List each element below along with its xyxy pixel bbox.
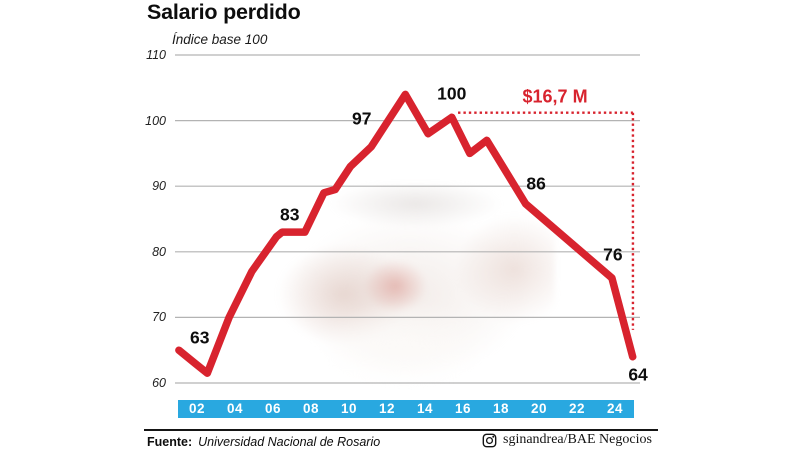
y-tick-label-90: 90 [152,179,166,194]
x-axis-band: 02 04 06 08 10 12 14 16 18 20 22 24 [178,400,634,418]
salary-index-line [175,90,637,377]
x-tick-label-02: 02 [188,401,206,416]
point-label-100: 100 [437,83,467,104]
y-tick-label-80: 80 [152,244,166,259]
x-tick-label-14: 14 [416,401,434,416]
x-tick-label-24: 24 [606,401,624,416]
credit-line: sginandrea/BAE Negocios [482,432,652,448]
y-tick-label-100: 100 [145,113,166,128]
x-tick-label-08: 08 [302,401,320,416]
loss-amount-annotation: $16,7 M [522,86,588,107]
x-tick-label-04: 04 [226,401,244,416]
point-label-76: 76 [603,244,623,265]
x-tick-label-16: 16 [454,401,472,416]
instagram-icon [482,433,497,447]
point-label-64: 64 [628,364,648,385]
source-name: Universidad Nacional de Rosario [198,435,381,449]
x-tick-label-20: 20 [530,401,548,416]
source-label: Fuente: [147,435,193,449]
x-tick-label-22: 22 [568,401,586,416]
point-label-86: 86 [526,173,546,194]
chart-subtitle: Índice base 100 [172,32,268,47]
x-tick-label-18: 18 [492,401,510,416]
y-tick-label-60: 60 [152,376,166,390]
y-tick-label-70: 70 [152,310,166,325]
x-tick-label-12: 12 [378,401,396,416]
footer-divider [144,429,658,431]
x-tick-label-06: 06 [264,401,282,416]
page-title: Salario perdido [147,0,301,24]
source-line: Fuente: Universidad Nacional de Rosario [147,435,380,449]
credit-handle: sginandrea/BAE Negocios [503,432,652,447]
point-label-63: 63 [190,327,210,348]
point-label-97: 97 [352,108,372,129]
y-tick-label-110: 110 [146,48,166,62]
point-label-83: 83 [280,204,300,225]
x-tick-label-10: 10 [340,401,358,416]
